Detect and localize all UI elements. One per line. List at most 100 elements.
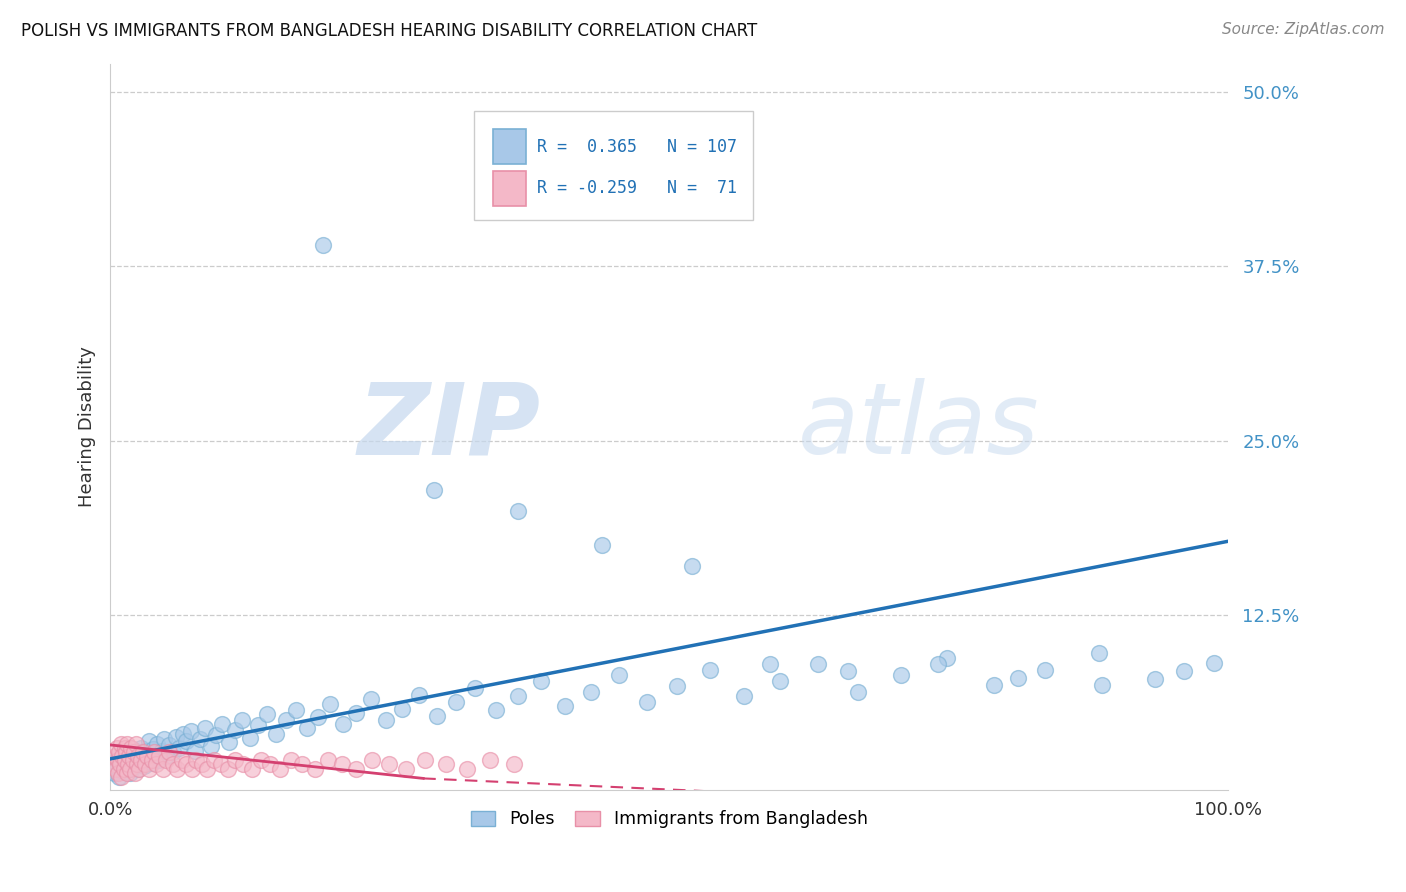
FancyBboxPatch shape [492, 170, 526, 205]
Point [120, 762, 142, 776]
Text: Source: ZipAtlas.com: Source: ZipAtlas.com [1222, 22, 1385, 37]
Point [224, 723, 246, 737]
Point [134, 757, 156, 772]
Point [699, 663, 721, 677]
Point [114, 755, 136, 769]
Point [131, 753, 153, 767]
Point [120, 765, 142, 780]
Point [157, 745, 180, 759]
Point [138, 762, 160, 776]
Point [231, 713, 253, 727]
Point [332, 717, 354, 731]
Point [240, 762, 263, 776]
Point [124, 756, 146, 770]
Point [426, 708, 449, 723]
Point [250, 753, 273, 767]
Point [344, 706, 367, 720]
Point [1091, 678, 1114, 692]
Text: R =  0.365   N = 107: R = 0.365 N = 107 [537, 137, 737, 156]
Point [304, 762, 326, 776]
Point [1143, 673, 1166, 687]
Point [607, 668, 630, 682]
Point [131, 740, 153, 755]
Point [579, 685, 602, 699]
Point [138, 733, 160, 747]
Point [165, 730, 187, 744]
Point [391, 701, 413, 715]
Point [108, 770, 131, 784]
Point [733, 689, 755, 703]
Point [360, 753, 382, 767]
Point [681, 559, 703, 574]
Point [935, 651, 957, 665]
Point [530, 673, 553, 688]
Point [135, 743, 157, 757]
Point [274, 713, 297, 727]
Point [105, 753, 128, 767]
Point [115, 750, 138, 764]
Point [264, 727, 287, 741]
Point [554, 698, 576, 713]
Point [983, 678, 1005, 692]
Point [105, 740, 128, 755]
Point [508, 503, 530, 517]
Point [117, 757, 139, 772]
Point [280, 753, 302, 767]
Point [224, 753, 246, 767]
Point [142, 745, 165, 759]
Point [807, 657, 830, 671]
Legend: Poles, Immigrants from Bangladesh: Poles, Immigrants from Bangladesh [464, 804, 875, 835]
Point [115, 760, 138, 774]
Point [174, 757, 197, 772]
Point [1202, 656, 1225, 670]
FancyBboxPatch shape [492, 129, 526, 164]
Point [117, 757, 139, 772]
Point [162, 757, 184, 772]
Point [170, 753, 193, 767]
Point [377, 757, 399, 772]
Point [110, 737, 132, 751]
Point [120, 740, 142, 755]
Point [110, 752, 132, 766]
Point [125, 743, 148, 757]
Point [122, 749, 145, 764]
Point [1033, 663, 1056, 677]
Point [115, 765, 138, 780]
Point [148, 753, 170, 767]
Point [202, 753, 225, 767]
Point [110, 763, 132, 777]
Point [307, 710, 329, 724]
Point [142, 742, 165, 756]
Point [157, 738, 180, 752]
Point [118, 745, 141, 759]
Point [188, 732, 211, 747]
Point [291, 757, 314, 772]
Point [145, 757, 167, 772]
Point [1007, 671, 1029, 685]
Point [107, 753, 129, 767]
Point [128, 762, 150, 776]
Point [136, 749, 159, 764]
Text: ZIP: ZIP [357, 378, 541, 475]
Point [153, 732, 176, 747]
Point [103, 765, 125, 780]
Point [131, 745, 153, 759]
Point [415, 753, 437, 767]
Point [180, 723, 202, 738]
Point [197, 762, 219, 776]
Point [107, 762, 129, 776]
Point [502, 757, 524, 772]
Point [591, 538, 613, 552]
Point [120, 753, 142, 767]
Point [128, 747, 150, 762]
Point [136, 752, 159, 766]
Point [174, 733, 197, 747]
Point [104, 749, 127, 764]
Point [127, 749, 149, 764]
Point [360, 691, 382, 706]
Point [837, 664, 859, 678]
Text: POLISH VS IMMIGRANTS FROM BANGLADESH HEARING DISABILITY CORRELATION CHART: POLISH VS IMMIGRANTS FROM BANGLADESH HEA… [21, 22, 758, 40]
Point [114, 745, 136, 759]
Point [127, 762, 149, 776]
Point [256, 707, 278, 722]
